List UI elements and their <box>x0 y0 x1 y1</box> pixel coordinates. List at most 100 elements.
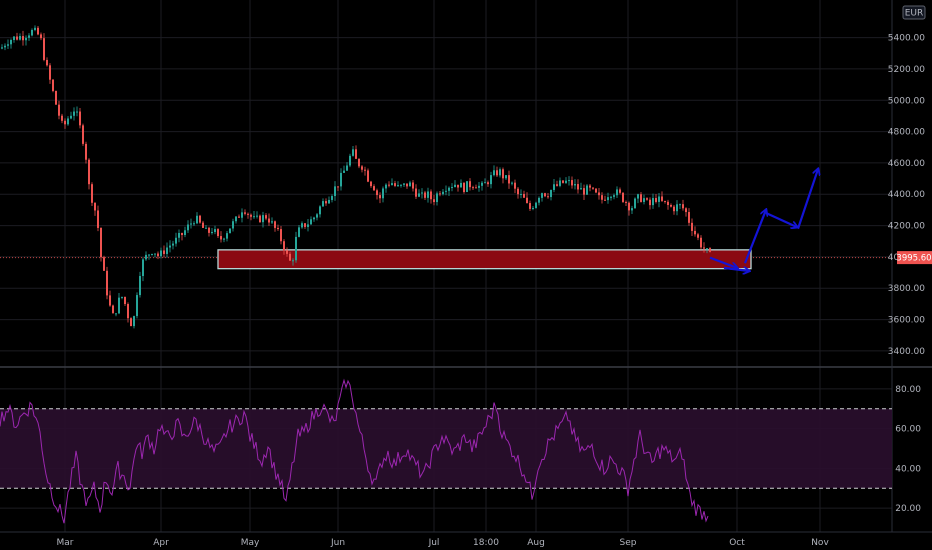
candle-body <box>145 254 147 260</box>
candle-body <box>169 245 171 248</box>
candle-body <box>709 248 711 252</box>
candle-body <box>547 196 549 198</box>
candle-body <box>94 202 96 211</box>
candle-body <box>241 212 243 218</box>
candle-body <box>211 232 213 234</box>
candle-body <box>334 186 336 197</box>
candle-body <box>400 184 402 186</box>
candle-body <box>382 188 384 199</box>
time-tick-label: Apr <box>153 538 169 548</box>
candle-body <box>4 45 6 48</box>
candle-body <box>622 192 624 202</box>
candle-body <box>265 215 267 219</box>
candle-body <box>640 194 642 202</box>
candle-body <box>124 296 126 305</box>
candle-body <box>610 196 612 198</box>
price-tick-label: 4800.00 <box>888 128 925 138</box>
candle-body <box>379 195 381 199</box>
candle-body <box>352 149 354 156</box>
time-axis[interactable]: Mar Apr May Jun Jul 18:00 Aug Sep Oct Nov <box>57 538 830 548</box>
candle-body <box>289 253 291 261</box>
candle-body <box>190 223 192 225</box>
rsi-tick-label: 40.00 <box>895 464 921 474</box>
candle-body <box>685 208 687 213</box>
candle-body <box>337 186 339 188</box>
last-price-tag: 3995.60 <box>896 251 932 265</box>
candle-body <box>436 193 438 203</box>
candle-body <box>43 38 45 60</box>
candle-body <box>442 191 444 195</box>
candle-body <box>322 201 324 207</box>
candle-body <box>310 219 312 225</box>
candle-body <box>406 183 408 187</box>
candle-body <box>475 187 477 189</box>
candle-body <box>175 237 177 244</box>
candle-body <box>478 185 480 188</box>
candle-body <box>193 223 195 225</box>
candle-body <box>493 170 495 176</box>
candle-body <box>295 236 297 261</box>
candle-body <box>10 40 12 45</box>
candle-body <box>433 199 435 203</box>
candle-body <box>700 237 702 248</box>
candle-body <box>565 180 567 183</box>
candle-body <box>25 37 27 41</box>
support-zone-rect <box>217 249 752 270</box>
candle-body <box>259 215 261 223</box>
candle-body <box>664 200 666 202</box>
forecast-arrows[interactable] <box>709 169 818 271</box>
candle-body <box>316 214 318 218</box>
candle-body <box>130 318 132 327</box>
candle-body <box>358 158 360 167</box>
currency-badge[interactable]: EUR <box>902 5 926 20</box>
forecast-arrow <box>765 212 797 227</box>
forecast-arrow <box>743 210 766 264</box>
rsi-band-fill <box>0 408 892 489</box>
candle-body <box>628 202 630 211</box>
rsi-tick-label: 80.00 <box>895 385 921 395</box>
candle-body <box>280 229 282 242</box>
candle-body <box>109 295 111 306</box>
price-tick-label: 3800.00 <box>888 284 925 294</box>
candle-body <box>184 230 186 236</box>
candle-body <box>613 195 615 197</box>
candle-body <box>568 180 570 182</box>
candle-body <box>451 187 453 189</box>
candle-body <box>505 175 507 179</box>
support-zone[interactable] <box>217 249 752 270</box>
candle-body <box>331 196 333 200</box>
candle-body <box>586 185 588 195</box>
candle-body <box>58 104 60 116</box>
candle-body <box>67 118 69 125</box>
forecast-arrow <box>709 256 737 268</box>
candle-body <box>388 184 390 186</box>
candle-body <box>355 149 357 159</box>
candle-body <box>28 35 30 38</box>
candle-body <box>286 250 288 254</box>
candle-body <box>526 197 528 204</box>
candle-body <box>97 210 99 228</box>
candle-body <box>667 201 669 205</box>
candle-body <box>187 224 189 231</box>
candle-body <box>76 111 78 113</box>
candle-body <box>646 198 648 200</box>
candle-body <box>325 201 327 204</box>
candle-body <box>418 193 420 197</box>
candle-body <box>232 221 234 229</box>
candle-body <box>244 212 246 214</box>
time-tick-label: Oct <box>729 538 745 548</box>
candle-body <box>250 214 252 217</box>
candle-body <box>40 34 42 39</box>
candle-body <box>283 241 285 251</box>
candle-body <box>277 227 279 230</box>
candle-body <box>79 111 81 126</box>
candle-body <box>208 227 210 233</box>
time-tick-label: 18:00 <box>473 538 499 548</box>
candle-body <box>592 187 594 189</box>
candle-body <box>421 192 423 194</box>
candle-body <box>313 217 315 220</box>
candle-body <box>397 185 399 187</box>
candle-body <box>88 159 90 185</box>
candle-body <box>457 184 459 188</box>
